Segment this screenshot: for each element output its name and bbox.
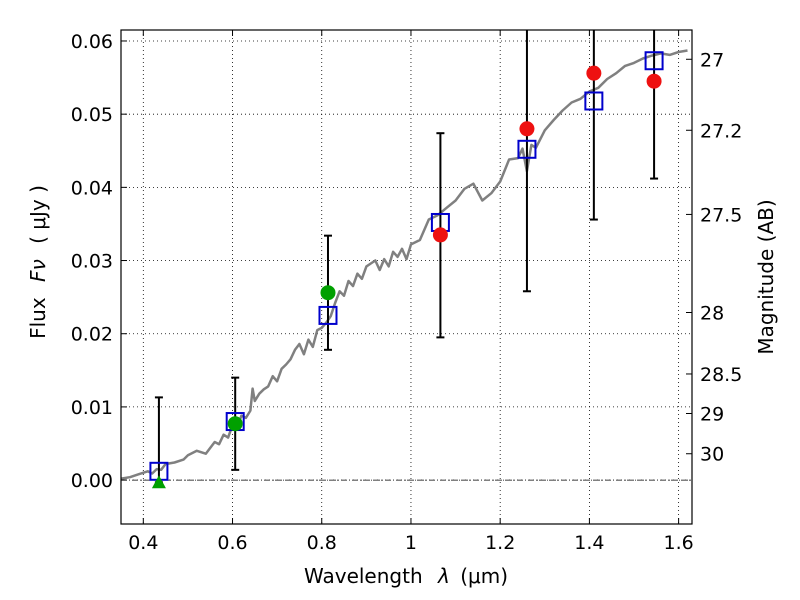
y-axis-label: Flux xyxy=(26,297,50,339)
y-axis-unit: ( μJy ) xyxy=(26,185,50,244)
y2-tick-label: 28 xyxy=(700,302,724,324)
x-axis-title: Wavelength λ (μm) xyxy=(304,564,508,588)
x-axis-unit: (μm) xyxy=(460,564,508,588)
y2-tick-label: 28.5 xyxy=(700,364,742,386)
y2-tick-label: 30 xyxy=(700,444,724,466)
plot-area xyxy=(121,30,692,524)
observed-flux-point xyxy=(519,121,535,137)
y-axis-symbol: Fν xyxy=(26,259,50,282)
y-axis-title: Flux Fν ( μJy ) xyxy=(26,185,50,339)
y2-axis-title: Magnitude (AB) xyxy=(754,199,778,354)
model-sed-line xyxy=(121,49,688,480)
y2-tick-label: 27.5 xyxy=(700,204,742,226)
observed-flux-point xyxy=(646,73,662,89)
model-photometry-square xyxy=(644,51,664,71)
y-tick-label: 0.05 xyxy=(71,104,113,126)
y-tick-label: 0.02 xyxy=(71,324,113,346)
observed-flux-point xyxy=(227,416,243,432)
model-photometry-square xyxy=(318,305,338,325)
axis-ticks: 0.4 0.6 0.8 1 1.2 1.4 1.6 0.00 0.01 0.02 0.03 0.04 0… xyxy=(71,30,742,554)
observed-flux-point xyxy=(320,285,336,301)
y2-tick-label: 29 xyxy=(700,403,724,425)
y-tick-label: 0.03 xyxy=(71,251,113,273)
y-tick-label: 0.04 xyxy=(71,177,113,199)
y-tick-label: 0.00 xyxy=(71,470,113,492)
x-tick-label: 1.4 xyxy=(574,532,604,554)
y2-tick-label: 27 xyxy=(700,49,724,71)
observed-flux-point xyxy=(432,227,448,243)
x-tick-label: 0.8 xyxy=(307,532,337,554)
observed-flux-point xyxy=(586,65,602,81)
model-photometry-square xyxy=(517,139,537,159)
y-tick-label: 0.01 xyxy=(71,397,113,419)
y-tick-label: 0.06 xyxy=(71,31,113,53)
x-tick-label: 1.2 xyxy=(485,532,515,554)
x-tick-label: 1 xyxy=(405,532,417,554)
plot-frame xyxy=(120,29,693,525)
x-tick-label: 0.6 xyxy=(217,532,247,554)
x-axis-symbol: λ xyxy=(437,564,450,588)
data-layer xyxy=(121,30,688,489)
y2-tick-label: 27.2 xyxy=(700,120,742,142)
x-axis-label: Wavelength xyxy=(304,564,423,588)
upper-limit-triangle xyxy=(151,475,166,489)
model-photometry-square xyxy=(584,91,604,111)
x-tick-label: 0.4 xyxy=(128,532,158,554)
x-tick-label: 1.6 xyxy=(664,532,694,554)
